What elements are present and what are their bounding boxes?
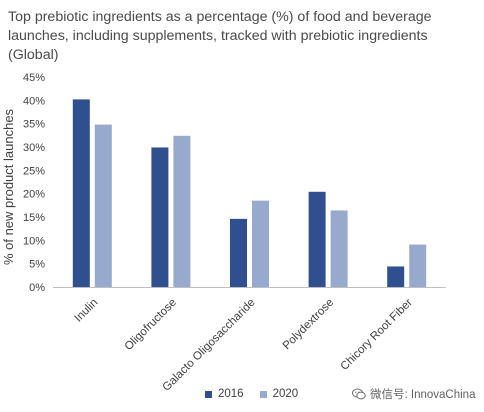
legend-swatch-2016	[205, 390, 212, 398]
x-category-label: Inulin	[72, 297, 100, 325]
bar-2020-oligofructose	[173, 135, 191, 287]
y-tick-label: 45%	[23, 72, 45, 84]
bar-2016-oligofructose	[151, 147, 169, 287]
bar-2016-inulin	[72, 99, 90, 288]
x-category-label: Chicory Root Fiber	[339, 297, 415, 373]
bar-2016-chicory-root-fiber	[387, 266, 405, 287]
bar-2016-polydextrose	[308, 191, 326, 287]
watermark-text: 微信号: InnovaChina	[370, 389, 476, 401]
y-tick-label: 30%	[23, 142, 45, 154]
legend-swatch-2020	[259, 390, 267, 398]
chart-axes: 0% 5% 10% 15% 20% 25% 30% 35% 40% 45% % of new pro…	[1, 72, 446, 294]
legend-label-2020: 2020	[272, 388, 299, 400]
y-axis-title: % of new product launches	[1, 108, 16, 265]
y-tick-label: 10%	[23, 235, 45, 247]
legend-label-2016: 2016	[218, 388, 244, 400]
y-tick-label: 35%	[23, 119, 45, 131]
y-tick-label: 15%	[23, 212, 45, 224]
bar-2016-galacto-oligosaccharide	[230, 218, 247, 287]
bar-2020-galacto-oligosaccharide	[252, 200, 269, 287]
y-tick-label: 5%	[29, 259, 45, 271]
x-category-label: Galacto Oligosaccharide	[161, 297, 258, 394]
bar-2020-inulin	[94, 124, 112, 287]
x-category-label: Polydextrose	[281, 297, 336, 352]
wechat-icon	[352, 388, 366, 400]
bar-2020-chicory-root-fiber	[409, 244, 427, 287]
chart-title: Top prebiotic ingredients as a percentag…	[8, 9, 432, 63]
watermark: 微信号: InnovaChina	[352, 386, 475, 402]
chart-legend: 2016 2020	[205, 388, 298, 400]
chart-bars	[72, 99, 427, 288]
y-tick-label: 0%	[29, 282, 45, 294]
y-tick-label: 20%	[23, 189, 45, 201]
y-tick-label: 40%	[23, 95, 45, 107]
y-tick-label: 25%	[23, 165, 45, 177]
x-category-label: Oligofructose	[123, 297, 179, 353]
bar-2020-polydextrose	[330, 210, 348, 287]
